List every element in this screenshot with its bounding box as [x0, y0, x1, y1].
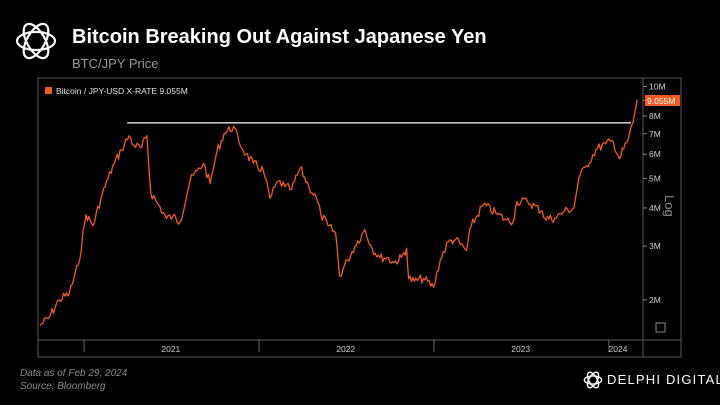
last-value-badge: [645, 95, 680, 106]
x-axis-ticks: 2021 2022 2023 2024: [83, 340, 628, 354]
y-tick-label: 8M: [649, 111, 661, 121]
page-title: Bitcoin Breaking Out Against Japanese Ye…: [72, 26, 487, 48]
y-axis-ticks: 2M3M4M5M6M7M8M9M10M: [643, 81, 666, 305]
source-note: Source: Bloomberg: [20, 381, 106, 392]
y-tick-label: 2M: [649, 295, 661, 305]
delphi-brand-icon: [583, 371, 603, 389]
y-tick-label: 3M: [649, 241, 661, 251]
legend-swatch: [45, 87, 52, 94]
brand-footer: DELPHI DIGITAL: [583, 368, 720, 392]
axis-scale-label: Log: [662, 195, 677, 217]
last-value-label: 9.055M: [647, 96, 675, 106]
delphi-logo-icon: [15, 22, 57, 60]
x-tick-label: 2024: [609, 344, 628, 354]
x-tick-label: 2021: [161, 344, 180, 354]
y-tick-label: 7M: [649, 129, 661, 139]
btc-jpy-line: [39, 99, 638, 326]
brand-name: DELPHI DIGITAL: [607, 372, 720, 387]
x-tick-label: 2023: [511, 344, 530, 354]
data-date-note: Data as of Feb 29, 2024: [20, 368, 128, 379]
y-tick-label: 4M: [649, 203, 661, 213]
axis-corner-box: [655, 322, 666, 333]
y-tick-label: 5M: [649, 173, 661, 183]
y-tick-label: 10M: [649, 81, 666, 91]
page-subtitle: BTC/JPY Price: [72, 56, 159, 71]
chart-frame: [37, 77, 682, 358]
legend-label: Bitcoin / JPY-USD X-RATE 9.055M: [56, 86, 188, 96]
x-tick-label: 2022: [336, 344, 355, 354]
y-tick-label: 6M: [649, 149, 661, 159]
